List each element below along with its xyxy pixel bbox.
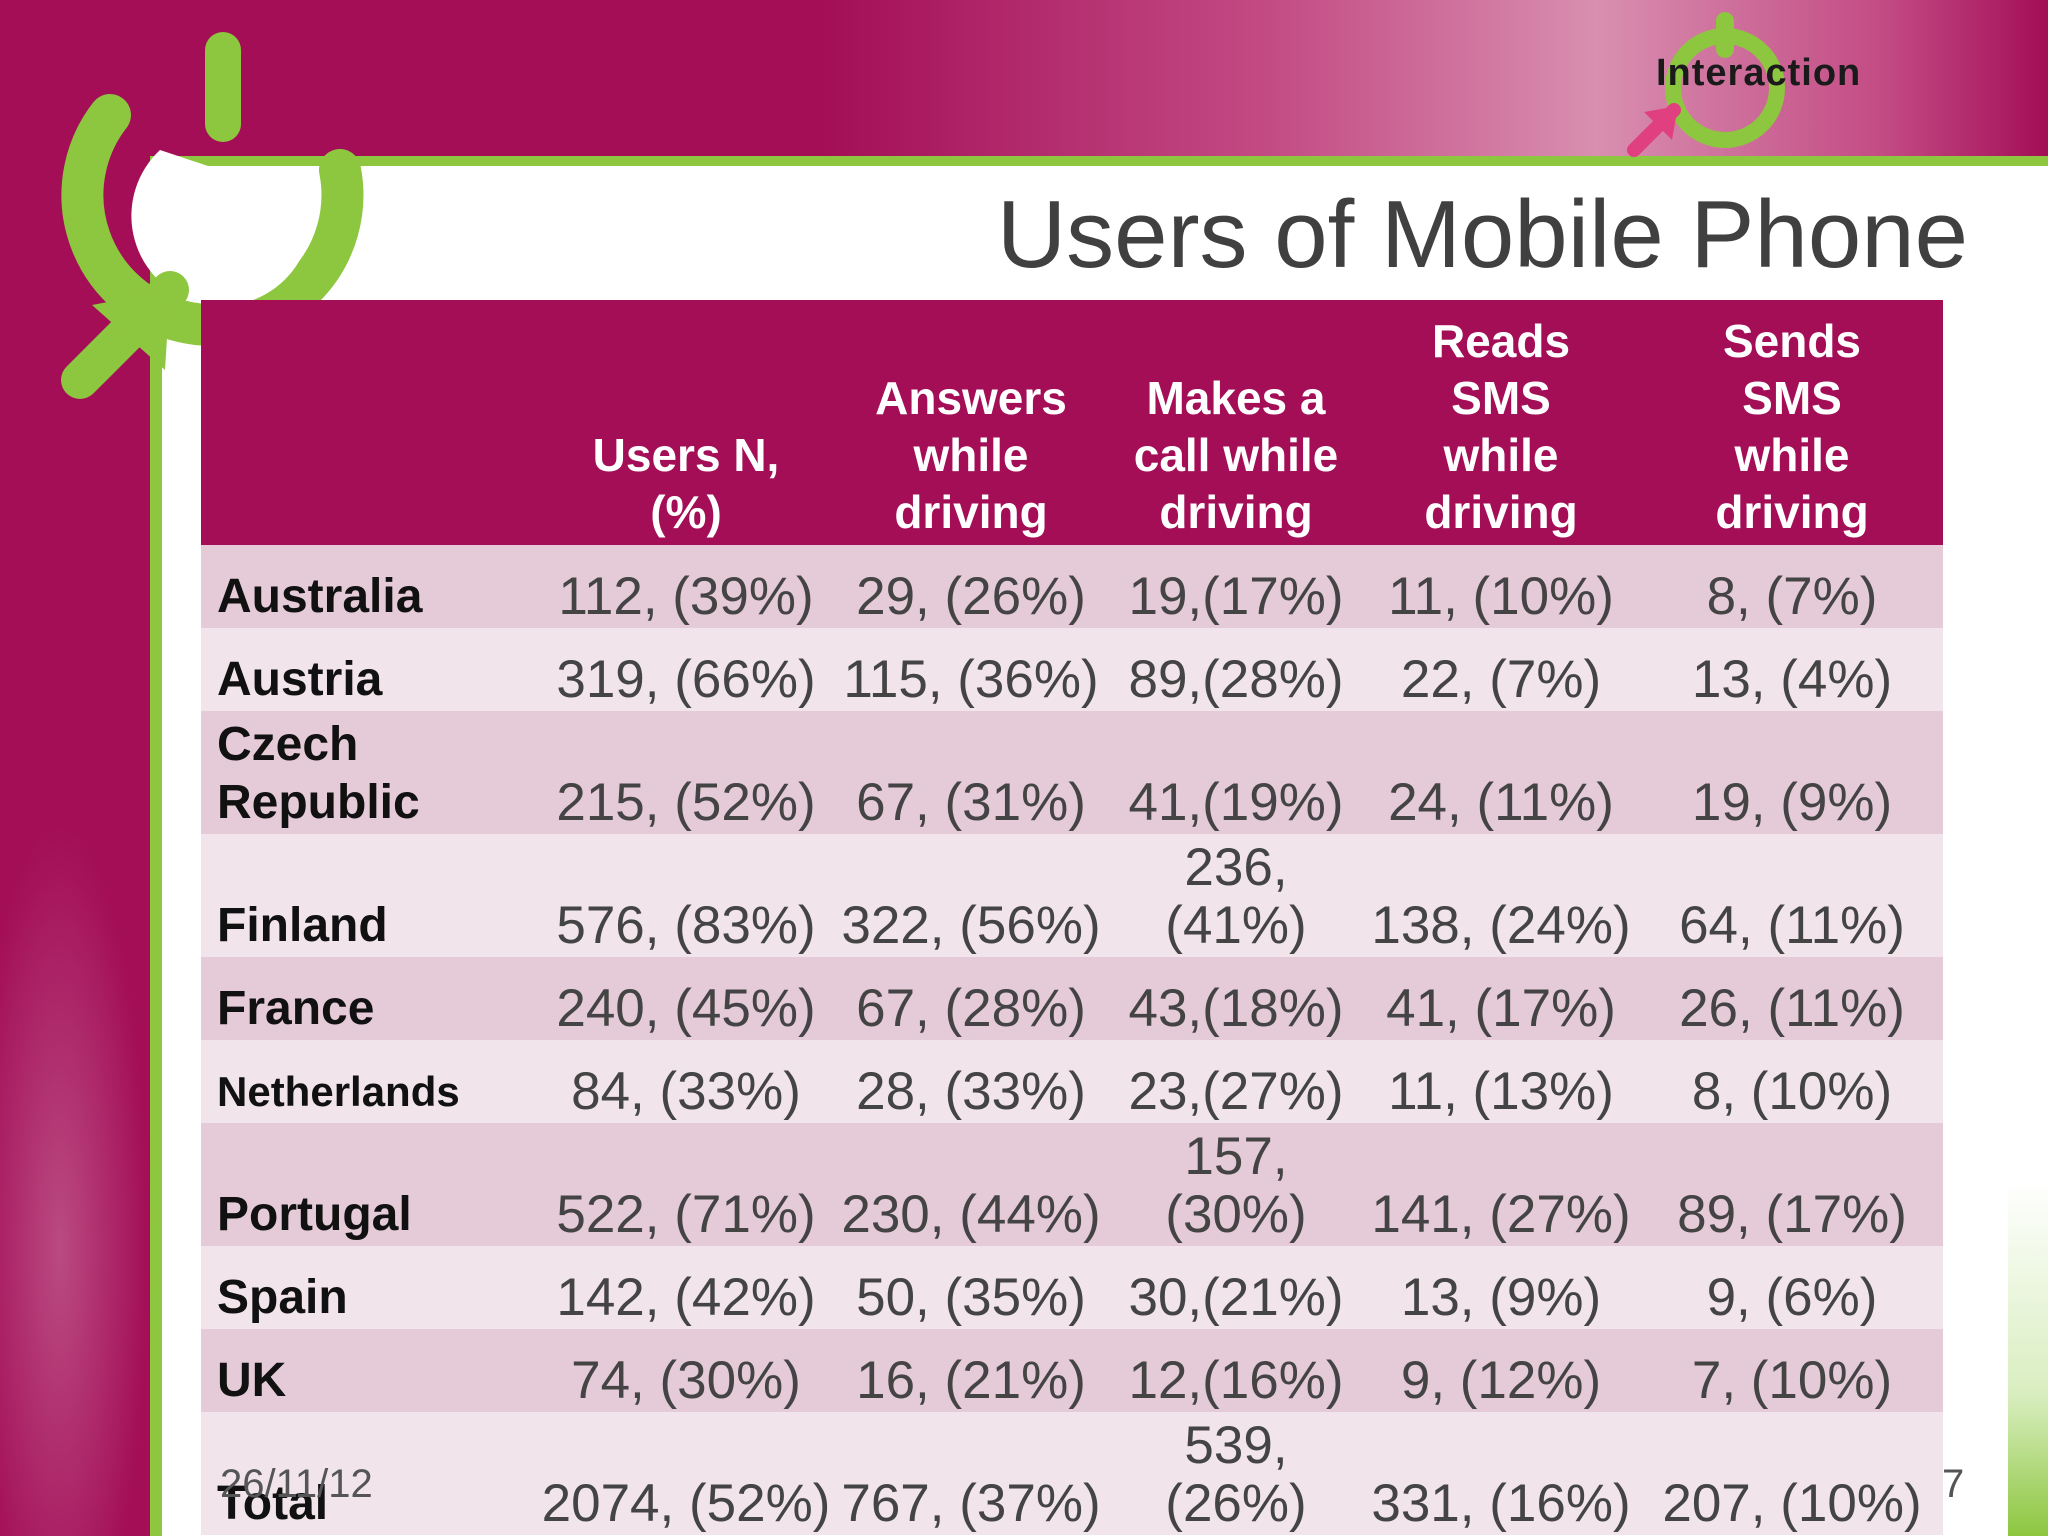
table-row: Total 2074, (52%) 767, (37%) 539, (26%) … <box>201 1412 1943 1535</box>
table-cell: 141, (27%) <box>1361 1123 1641 1246</box>
table-row: Portugal 522, (71%) 230, (44%) 157, (30%… <box>201 1123 1943 1246</box>
slide-title: Users of Mobile Phone <box>996 181 1968 288</box>
interaction-logo <box>1627 12 1785 157</box>
table-cell: 331, (16%) <box>1361 1412 1641 1535</box>
table-cell: 26, (11%) <box>1641 957 1943 1040</box>
country-cell: UK <box>201 1329 541 1412</box>
table-cell: 240, (45%) <box>541 957 831 1040</box>
corner-decoration <box>2008 1180 2048 1536</box>
country-cell: Australia <box>201 545 541 628</box>
table-cell: 230, (44%) <box>831 1123 1111 1246</box>
column-header <box>201 300 541 545</box>
table-cell: 67, (31%) <box>831 711 1111 834</box>
power-icon <box>61 32 364 399</box>
table-cell: 84, (33%) <box>541 1040 831 1123</box>
table-cell: 19, (9%) <box>1641 711 1943 834</box>
table-cell: 89, (17%) <box>1641 1123 1943 1246</box>
table-cell: 41, (17%) <box>1361 957 1641 1040</box>
brand-name: Interaction <box>1656 52 1862 94</box>
table-cell: 16, (21%) <box>831 1329 1111 1412</box>
table-cell: 64, (11%) <box>1641 834 1943 957</box>
table-row: UK 74, (30%) 16, (21%) 12,(16%) 9, (12%)… <box>201 1329 1943 1412</box>
table-row: Australia 112, (39%) 29, (26%) 19,(17%) … <box>201 545 1943 628</box>
table-cell: 207, (10%) <box>1641 1412 1943 1535</box>
table-cell: 142, (42%) <box>541 1246 831 1329</box>
country-cell: France <box>201 957 541 1040</box>
country-cell: Austria <box>201 628 541 711</box>
table-header-row: Users N, (%) Answers while driving Makes… <box>201 300 1943 545</box>
table-cell: 43,(18%) <box>1111 957 1361 1040</box>
table-cell: 138, (24%) <box>1361 834 1641 957</box>
slide-date: 26/11/12 <box>220 1462 373 1506</box>
table-cell: 22, (7%) <box>1361 628 1641 711</box>
table-cell: 236, (41%) <box>1111 834 1361 957</box>
table-cell: 19,(17%) <box>1111 545 1361 628</box>
table-cell: 9, (6%) <box>1641 1246 1943 1329</box>
table-cell: 522, (71%) <box>541 1123 831 1246</box>
column-header: Makes a call while driving <box>1111 300 1361 545</box>
table-cell: 28, (33%) <box>831 1040 1111 1123</box>
column-header: Answers while driving <box>831 300 1111 545</box>
table-cell: 215, (52%) <box>541 711 831 834</box>
table-cell: 157, (30%) <box>1111 1123 1361 1246</box>
table-cell: 539, (26%) <box>1111 1412 1361 1535</box>
mobile-phone-users-table: Users N, (%) Answers while driving Makes… <box>201 300 1943 1535</box>
table-cell: 74, (30%) <box>541 1329 831 1412</box>
table-cell: 8, (10%) <box>1641 1040 1943 1123</box>
table-cell: 576, (83%) <box>541 834 831 957</box>
table-row: Czech Republic 215, (52%) 67, (31%) 41,(… <box>201 711 1943 834</box>
table-cell: 24, (11%) <box>1361 711 1641 834</box>
country-cell: Finland <box>201 834 541 957</box>
table-cell: 13, (4%) <box>1641 628 1943 711</box>
column-header: Sends SMS while driving <box>1641 300 1943 545</box>
table-cell: 319, (66%) <box>541 628 831 711</box>
column-header: Reads SMS while driving <box>1361 300 1641 545</box>
table-cell: 115, (36%) <box>831 628 1111 711</box>
table-cell: 112, (39%) <box>541 545 831 628</box>
table-cell: 29, (26%) <box>831 545 1111 628</box>
country-cell: Total <box>201 1412 541 1535</box>
table-cell: 7, (10%) <box>1641 1329 1943 1412</box>
table-row: Spain 142, (42%) 50, (35%) 30,(21%) 13, … <box>201 1246 1943 1329</box>
table-cell: 2074, (52%) <box>541 1412 831 1535</box>
table-cell: 11, (13%) <box>1361 1040 1641 1123</box>
table-row: Finland 576, (83%) 322, (56%) 236, (41%)… <box>201 834 1943 957</box>
country-cell: Portugal <box>201 1123 541 1246</box>
page-number: 7 <box>1942 1462 1965 1506</box>
left-divider <box>150 160 162 1536</box>
table-cell: 9, (12%) <box>1361 1329 1641 1412</box>
table-cell: 30,(21%) <box>1111 1246 1361 1329</box>
table-cell: 50, (35%) <box>831 1246 1111 1329</box>
table-cell: 767, (37%) <box>831 1412 1111 1535</box>
table-cell: 8, (7%) <box>1641 545 1943 628</box>
table-cell: 23,(27%) <box>1111 1040 1361 1123</box>
country-cell: Netherlands <box>201 1040 541 1123</box>
table-row: Austria 319, (66%) 115, (36%) 89,(28%) 2… <box>201 628 1943 711</box>
table-row: Netherlands 84, (33%) 28, (33%) 23,(27%)… <box>201 1040 1943 1123</box>
background-decoration <box>0 820 150 1536</box>
table-cell: 322, (56%) <box>831 834 1111 957</box>
table-cell: 67, (28%) <box>831 957 1111 1040</box>
table-row: France 240, (45%) 67, (28%) 43,(18%) 41,… <box>201 957 1943 1040</box>
table-cell: 89,(28%) <box>1111 628 1361 711</box>
table-cell: 41,(19%) <box>1111 711 1361 834</box>
table-cell: 12,(16%) <box>1111 1329 1361 1412</box>
header-divider <box>150 156 2048 166</box>
country-cell: Spain <box>201 1246 541 1329</box>
table-cell: 13, (9%) <box>1361 1246 1641 1329</box>
table-cell: 11, (10%) <box>1361 545 1641 628</box>
column-header: Users N, (%) <box>541 300 831 545</box>
country-cell: Czech Republic <box>201 711 541 834</box>
